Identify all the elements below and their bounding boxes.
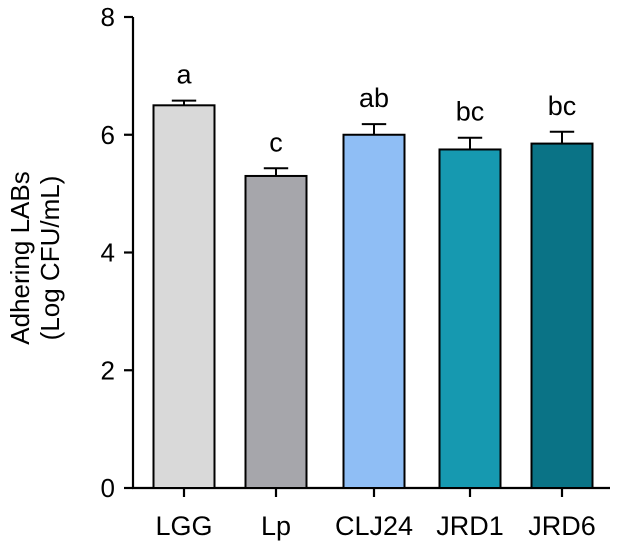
- significance-label: ab: [359, 83, 389, 113]
- x-tick-label: CLJ24: [335, 511, 413, 541]
- bar-lp: [244, 174, 308, 489]
- y-tick-label: 8: [101, 2, 115, 32]
- y-tick-label: 2: [101, 355, 115, 385]
- y-tick-label: 6: [101, 120, 115, 150]
- y-axis: 0 2 4 6 8: [101, 2, 135, 503]
- y-axis-label-line-2: (Log CFU/mL): [35, 176, 65, 341]
- significance-label: bc: [548, 91, 577, 121]
- bar-jrd1: [438, 148, 502, 489]
- y-axis-label-line-1: Adhering LABs: [5, 171, 35, 344]
- y-axis-label: Adhering LABs (Log CFU/mL): [5, 171, 65, 344]
- bar-jrd6: [530, 142, 594, 490]
- significance-label: bc: [456, 97, 485, 127]
- bar-series: a c ab bc bc: [152, 60, 594, 490]
- y-tick-label: 0: [101, 473, 115, 503]
- significance-label: c: [269, 127, 283, 157]
- y-tick-label: 4: [101, 238, 115, 268]
- x-tick-label: LGG: [155, 511, 212, 541]
- significance-label: a: [176, 60, 192, 90]
- x-axis: LGG Lp CLJ24 JRD1 JRD6: [132, 486, 610, 541]
- x-tick-label: JRD1: [436, 511, 504, 541]
- bar-lgg: [152, 104, 216, 489]
- x-tick-label: Lp: [261, 511, 291, 541]
- x-tick-label: JRD6: [528, 511, 596, 541]
- bar-clj24: [342, 133, 406, 489]
